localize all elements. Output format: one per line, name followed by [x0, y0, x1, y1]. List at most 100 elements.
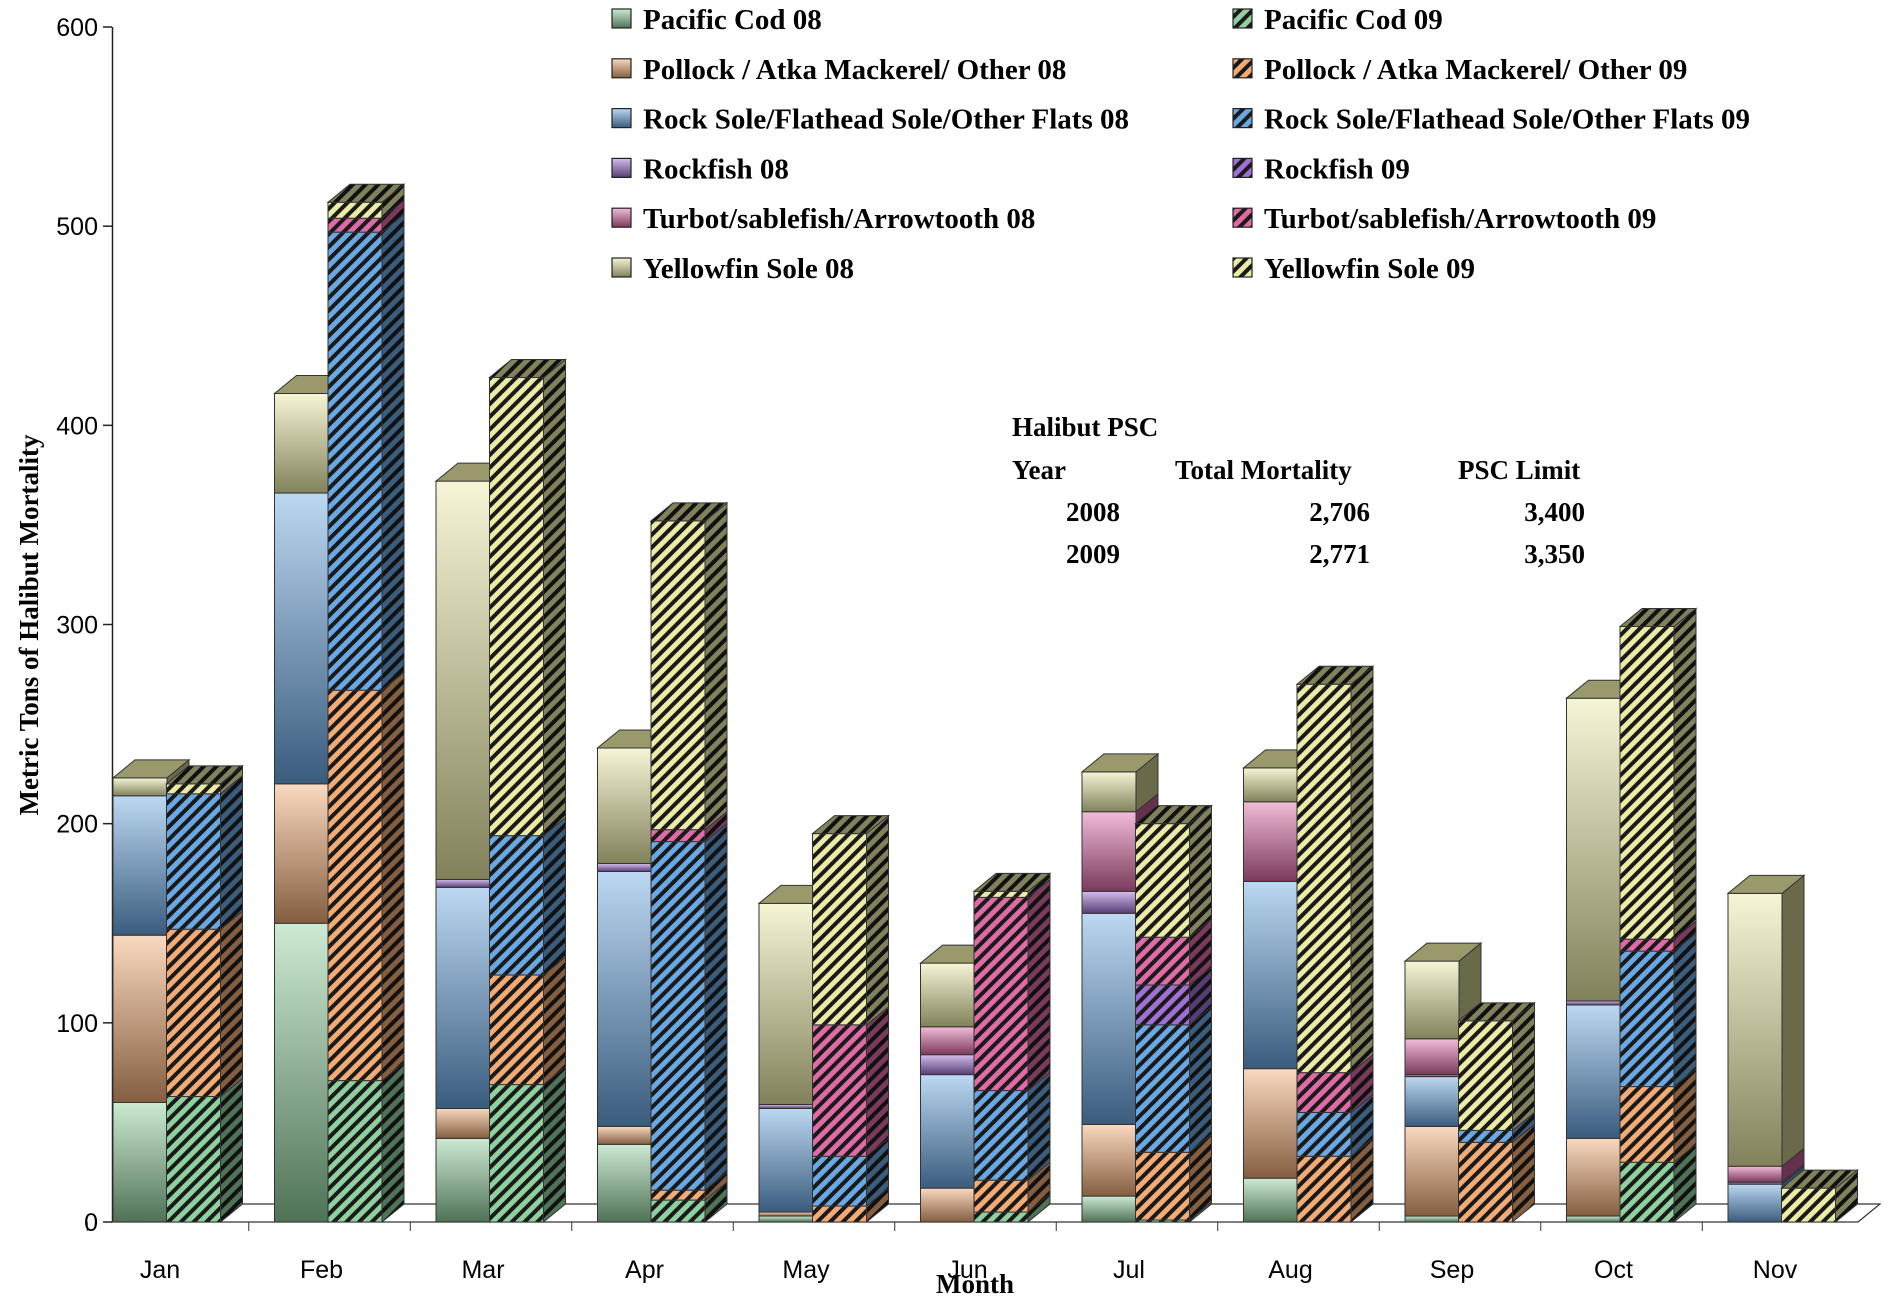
bar-segment: Rockfish 08: 4: [435, 878, 491, 888]
bar-segment: Rock Sole/Flathead Sole/Other Flats 09: …: [1458, 1129, 1513, 1143]
bar-segment: Rockfish 08: 11: [1081, 890, 1137, 914]
bar-segment: Rock Sole/Flathead Sole/Other Flats 09: …: [650, 841, 706, 1191]
bar-segment: Yellowfin Sole 08: 200: [435, 480, 491, 880]
bar-segment: Rock Sole/Flathead Sole/Other Flats 08: …: [274, 492, 329, 785]
bar-segment-side: [220, 1077, 243, 1224]
bar-segment-side: [1027, 1071, 1051, 1182]
bar-segment: Pacific Cod 08: 3: [1404, 1215, 1460, 1223]
bar-segment: Rock Sole/Flathead Sole/Other Flats 08: …: [920, 1074, 975, 1189]
bar-top: [326, 183, 406, 203]
x-axis-title: Month: [936, 1269, 1014, 1299]
bar-segment-side: [1673, 607, 1697, 941]
legend-swatch: [611, 8, 632, 29]
bar-top: [1780, 1169, 1859, 1189]
bar-segment: Rockfish 08: 4: [597, 863, 652, 872]
psc-cell: 2009: [1066, 539, 1120, 569]
bar-top: [1080, 753, 1160, 773]
bar-segment: Rock Sole/Flathead Sole/Other Flats 08: …: [1243, 880, 1298, 1070]
legend-label: Pollock / Atka Mackerel/ Other 09: [1264, 54, 1687, 86]
bar-segment: Pollock / Atka Mackerel/ Other 08: 15: [435, 1107, 491, 1139]
bar-segment: Yellowfin Sole 09: 155: [650, 520, 706, 831]
bar-segment: Pollock / Atka Mackerel/ Other 08: 9: [597, 1125, 652, 1145]
bar-segment: Pollock / Atka Mackerel/ Other 09: 38: [1619, 1086, 1675, 1163]
bar-segment: Turbot/sablefish/Arrowtooth 08: 40: [1081, 811, 1137, 892]
bar-segment: Yellowfin Sole 08: 101: [758, 902, 814, 1105]
y-tick-label: 300: [56, 612, 98, 640]
legend-label: Rock Sole/Flathead Sole/Other Flats 08: [643, 104, 1129, 136]
bar-segment: Pacific Cod 09: 63: [166, 1096, 221, 1223]
bar-segment: Rock Sole/Flathead Sole/Other Flats 09: …: [1135, 1024, 1190, 1153]
bar-segment: Pollock / Atka Mackerel/ Other 09: 40: [1458, 1141, 1513, 1223]
psc-header: Total Mortality: [1175, 455, 1352, 485]
bar-segment: Turbot/sablefish/Arrowtooth 08: 18: [1404, 1038, 1460, 1076]
bar-segment: Rock Sole/Flathead Sole/Other Flats 08: …: [1081, 912, 1137, 1125]
bar-segment: Rock Sole/Flathead Sole/Other Flats 08: …: [1566, 1004, 1621, 1139]
bar-segment-side: [543, 955, 566, 1086]
legend-swatch: [611, 107, 632, 129]
bar-segment-side: [220, 910, 243, 1098]
legend-swatch: [1232, 207, 1253, 228]
x-tick-label: Jan: [140, 1256, 180, 1284]
psc-header: Year: [1012, 455, 1066, 485]
bar-segment: Turbot/sablefish/Arrowtooth 09: 97: [973, 896, 1029, 1092]
bar-segment: Pacific Cod 08: 13: [1081, 1195, 1137, 1223]
bar-segment: Pollock / Atka Mackerel/ Other 08: 39: [1566, 1137, 1621, 1217]
bar-segment: Yellowfin Sole 09: 5: [166, 783, 221, 795]
y-tick-label: 100: [56, 1010, 98, 1038]
bar-top: [488, 359, 567, 379]
bar-segment: Yellowfin Sole 08: 39: [1404, 960, 1460, 1040]
bar-segment: Pacific Cod 08: 60: [112, 1102, 168, 1223]
bar-segment: Pollock / Atka Mackerel/ Other 09: 196: [327, 689, 383, 1082]
bar-segment: Pacific Cod 09: 71: [327, 1080, 383, 1223]
bar-segment: Yellowfin Sole 09: 55: [1458, 1020, 1513, 1131]
psc-cell: 2008: [1066, 497, 1120, 527]
bar-segment: Yellowfin Sole 09: 157: [1619, 625, 1675, 940]
bar-segment-side: [704, 822, 728, 1192]
bar-segment-side: [1512, 1001, 1535, 1132]
legend-label: Pacific Cod 08: [643, 4, 822, 36]
bar-segment: Yellowfin Sole 08: 32: [920, 962, 975, 1028]
bar-segment: Yellowfin Sole 08: 137: [1727, 892, 1783, 1167]
bar-segment-side: [1673, 932, 1697, 1088]
bar-top: [1618, 607, 1698, 627]
psc-cell: 2,771: [1309, 539, 1370, 569]
bar-segment-side: [381, 213, 405, 692]
legend-swatch: [611, 257, 632, 278]
legend-label: Pollock / Atka Mackerel/ Other 08: [643, 54, 1066, 86]
y-tick-label: 600: [56, 14, 98, 42]
bar-top: [1403, 942, 1483, 962]
bar-segment: Pollock / Atka Mackerel/ Other 09: 33: [1296, 1155, 1352, 1223]
x-tick-label: Jun: [947, 1256, 987, 1284]
bar-segment-side: [866, 814, 889, 1026]
bar-segment: Yellowfin Sole 09: 17: [1781, 1187, 1836, 1223]
bar-segment: Rock Sole/Flathead Sole/Other Flats 08: …: [1727, 1183, 1783, 1223]
bar-segment: Rock Sole/Flathead Sole/Other Flats 09: …: [1619, 950, 1675, 1088]
bar-segment: Pollock / Atka Mackerel/ Other 09: 55: [489, 974, 544, 1086]
bar-segment: Turbot/sablefish/Arrowtooth 09: 6: [1619, 938, 1675, 952]
bar-segment: Pollock / Atka Mackerel/ Other 09: 34: [1135, 1151, 1190, 1221]
legend-swatch: [1232, 157, 1253, 178]
bar-segment-side: [543, 816, 566, 977]
x-tick-label: Apr: [625, 1256, 664, 1284]
bar-segment: Rock Sole/Flathead Sole/Other Flats 09: …: [166, 793, 221, 930]
bar-segment-side: [1350, 665, 1374, 1074]
bar-top: [1726, 874, 1806, 894]
bar-segment: Yellowfin Sole 08: 9: [112, 777, 168, 797]
psc-cell: 3,400: [1524, 497, 1585, 527]
x-tick-label: Oct: [1594, 1256, 1633, 1284]
bars: Pacific Cod 08: 60Pollock / Atka Mackere…: [111, 183, 1859, 1224]
bar-segment: Turbot/sablefish/Arrowtooth 09: 24: [1135, 936, 1190, 986]
bar-segment: Turbot/sablefish/Arrowtooth 09: 7: [327, 217, 383, 233]
legend-label: Rockfish 08: [643, 153, 789, 185]
bar-segment: Rockfish 08: 10: [920, 1054, 975, 1076]
bar-segment: Pollock / Atka Mackerel/ Other 09: 84: [166, 928, 221, 1098]
bar-segment: Pacific Cod 08: 3: [758, 1215, 814, 1223]
bar-segment: Pollock / Atka Mackerel/ Other 08: 45: [1404, 1125, 1460, 1217]
bar-segment-side: [543, 1065, 566, 1224]
bar-top: [111, 759, 191, 779]
bar-segment: Pollock / Atka Mackerel/ Other 08: 17: [920, 1187, 975, 1223]
x-tick-label: Jul: [1113, 1256, 1145, 1284]
legend-label: Yellowfin Sole 08: [643, 253, 854, 285]
legend-label: Pacific Cod 09: [1264, 4, 1443, 36]
legend-swatch: [1232, 107, 1253, 129]
